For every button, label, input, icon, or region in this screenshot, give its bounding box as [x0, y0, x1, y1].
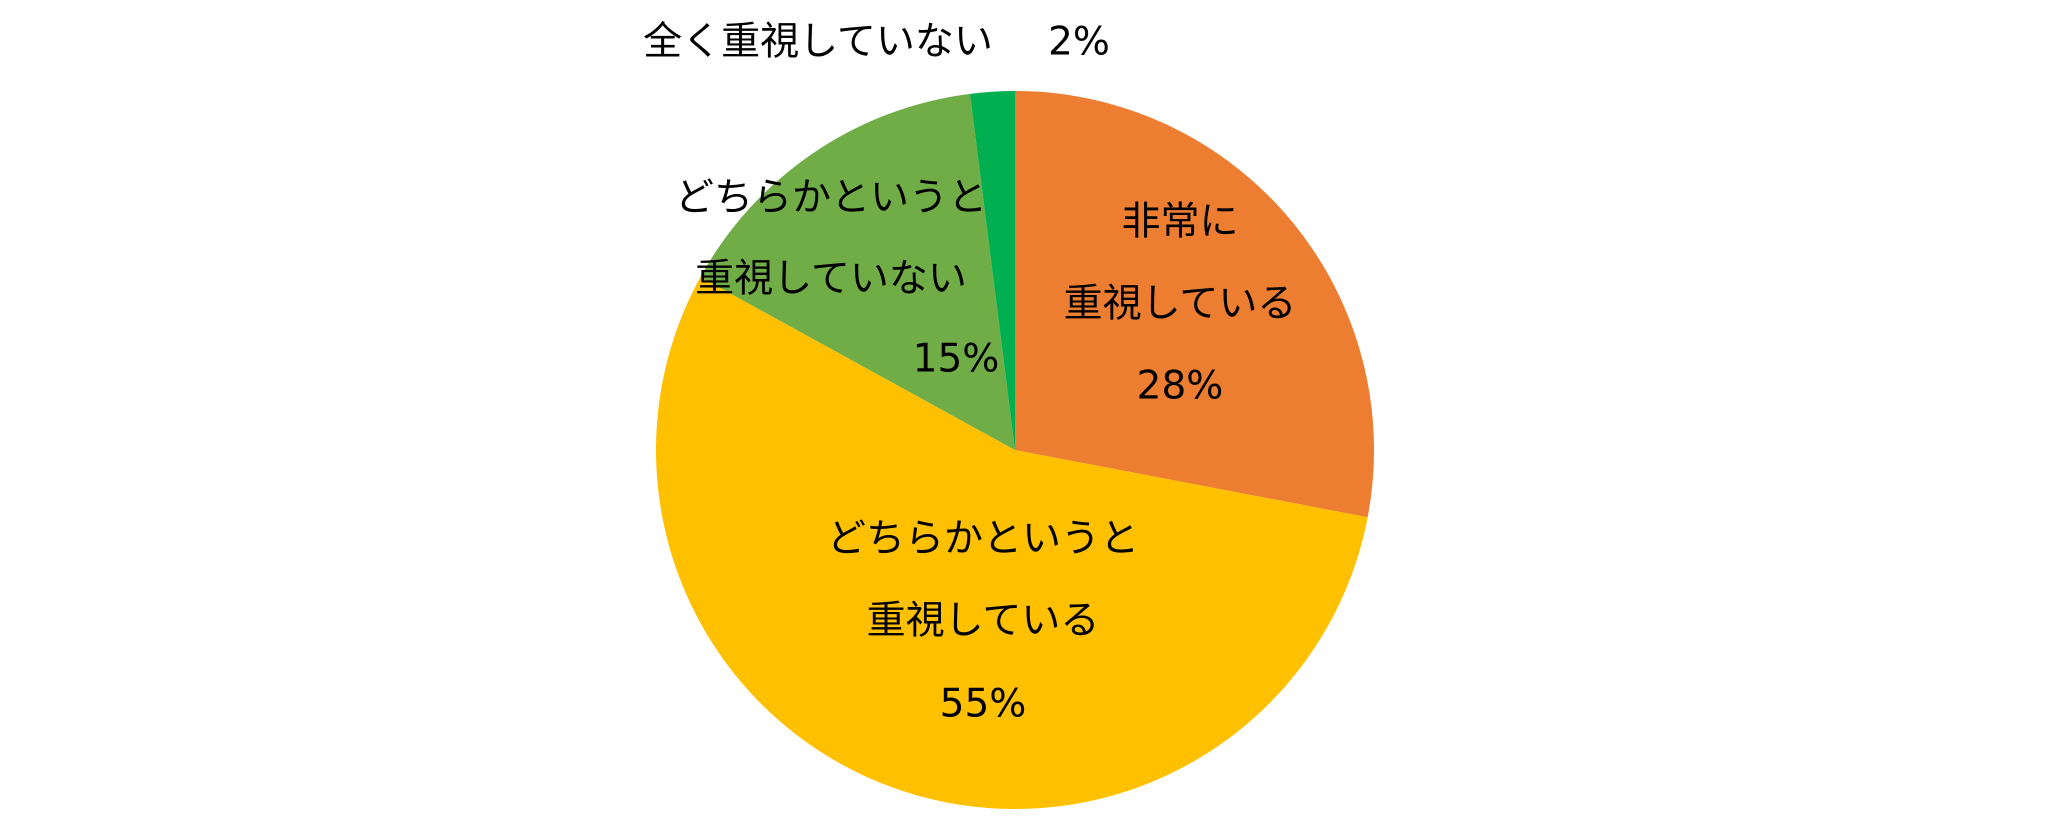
pie-slice	[1015, 91, 1374, 518]
slice-label: 全く重視していない	[643, 20, 993, 65]
value-label: 28%	[1137, 364, 1224, 409]
slice-label: 重視している	[1064, 282, 1297, 327]
pie-slice	[970, 91, 1015, 450]
slice-label: 重視している	[867, 599, 1100, 644]
slice-label: どちらかというと	[827, 517, 1139, 562]
value-label: 2%	[1048, 20, 1110, 65]
slice-label: 非常に	[1121, 200, 1238, 245]
slice-label: 重視していない	[695, 257, 967, 302]
slice-label: どちらかというと	[675, 176, 987, 221]
pie-slice	[700, 93, 1015, 451]
value-label: 55%	[940, 682, 1027, 727]
value-label: 15%	[913, 337, 1000, 382]
pie-slice	[655, 277, 1368, 810]
